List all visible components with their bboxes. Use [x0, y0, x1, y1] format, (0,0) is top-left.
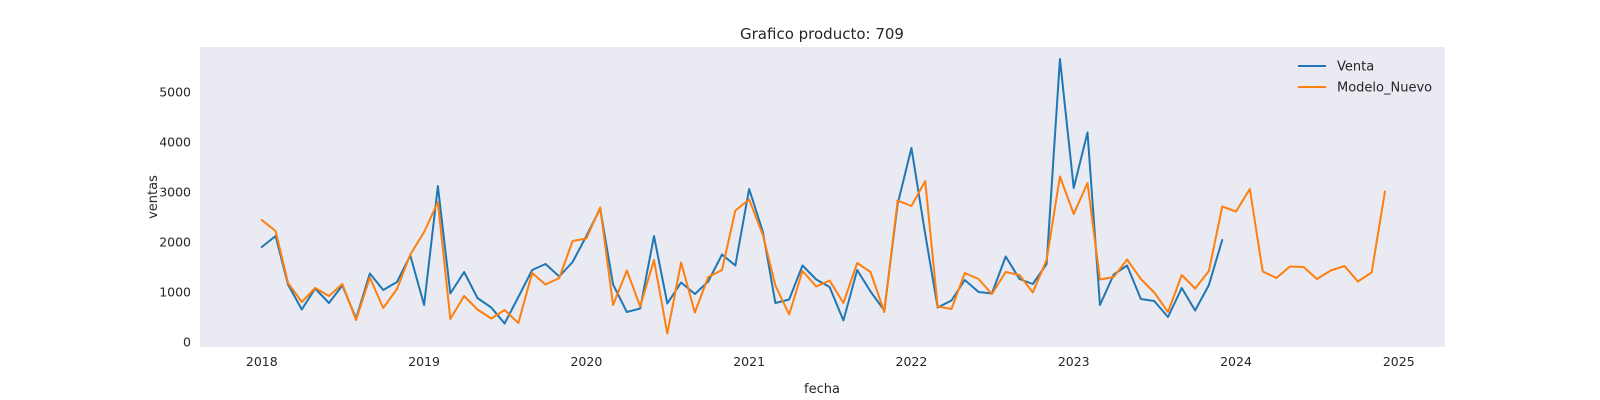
chart-title: Grafico producto: 709: [740, 25, 904, 43]
legend-label: Venta: [1337, 60, 1374, 75]
y-tick-label: 0: [183, 335, 191, 350]
series-line-venta: [260, 58, 1224, 325]
x-axis: 2018 2019 2020 2021 2022 2023 2024 2025: [246, 354, 1415, 369]
y-tick-label: 3000: [159, 185, 191, 200]
x-tick-label: 2022: [896, 354, 928, 369]
y-tick-label: 5000: [159, 85, 191, 100]
legend-item: Modelo_Nuevo: [1298, 81, 1432, 96]
x-tick-label: 2021: [733, 354, 765, 369]
y-axis: 0 1000 2000 3000 4000 5000: [159, 85, 191, 350]
plot-area: [200, 47, 1445, 347]
x-tick-label: 2023: [1058, 354, 1090, 369]
y-axis-label: ventas: [146, 175, 161, 219]
y-tick-label: 1000: [159, 285, 191, 300]
legend-label: Modelo_Nuevo: [1337, 81, 1432, 96]
series-layer: [260, 58, 1386, 335]
y-tick-label: 4000: [159, 135, 191, 150]
x-tick-label: 2024: [1220, 354, 1252, 369]
x-axis-label: fecha: [804, 382, 840, 397]
legend: Venta Modelo_Nuevo: [1298, 60, 1432, 96]
x-tick-label: 2018: [246, 354, 278, 369]
y-tick-label: 2000: [159, 235, 191, 250]
series-line-modelo-nuevo: [260, 175, 1386, 335]
x-tick-label: 2019: [408, 354, 440, 369]
x-tick-label: 2025: [1383, 354, 1415, 369]
legend-item: Venta: [1298, 60, 1374, 75]
x-tick-label: 2020: [570, 354, 602, 369]
